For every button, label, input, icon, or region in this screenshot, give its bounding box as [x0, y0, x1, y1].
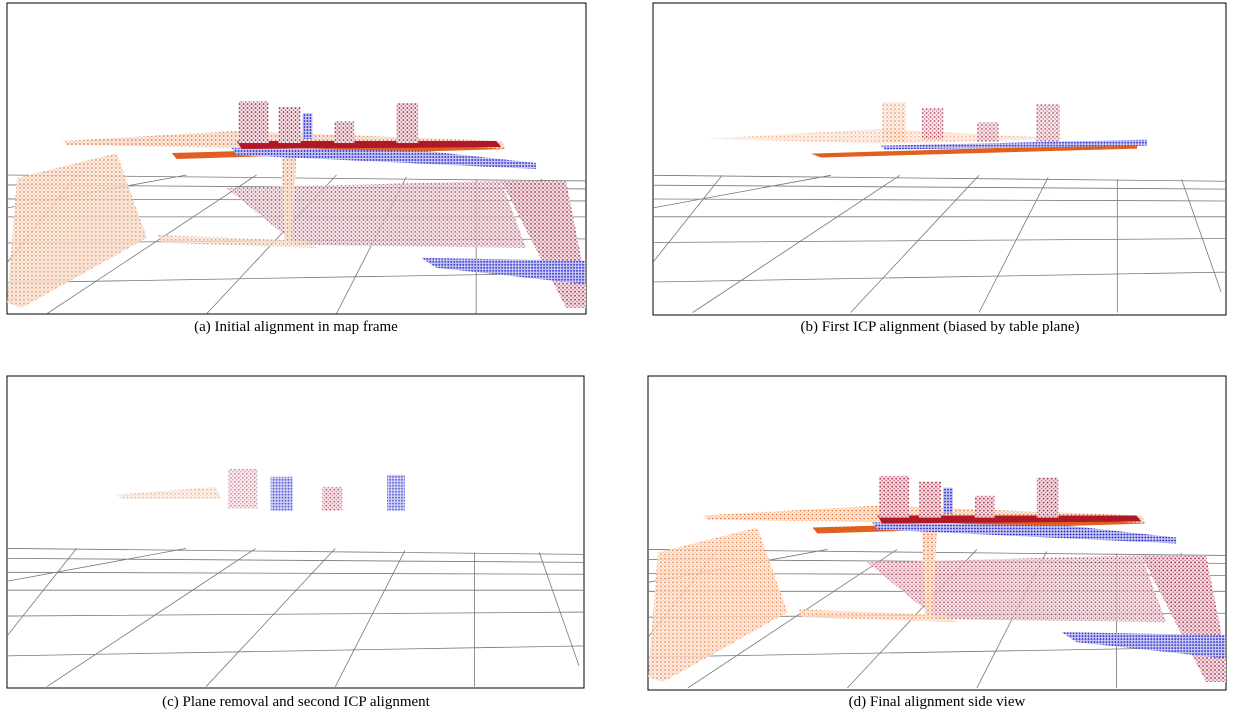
caption: (d) Final alignment side view — [849, 694, 1026, 710]
caption: (c) Plane removal and second ICP alignme… — [162, 694, 431, 710]
figure: (a) Initial alignment in map frame (b) F… — [0, 0, 1233, 722]
panel-b: (b) First ICP alignment (biased by table… — [653, 3, 1226, 335]
panel-c: (c) Plane removal and second ICP alignme… — [7, 376, 584, 710]
caption: (b) First ICP alignment (biased by table… — [801, 319, 1080, 335]
panel-a: (a) Initial alignment in map frame — [7, 3, 591, 335]
panel-d: (d) Final alignment side view — [648, 376, 1231, 710]
caption: (a) Initial alignment in map frame — [194, 319, 398, 335]
